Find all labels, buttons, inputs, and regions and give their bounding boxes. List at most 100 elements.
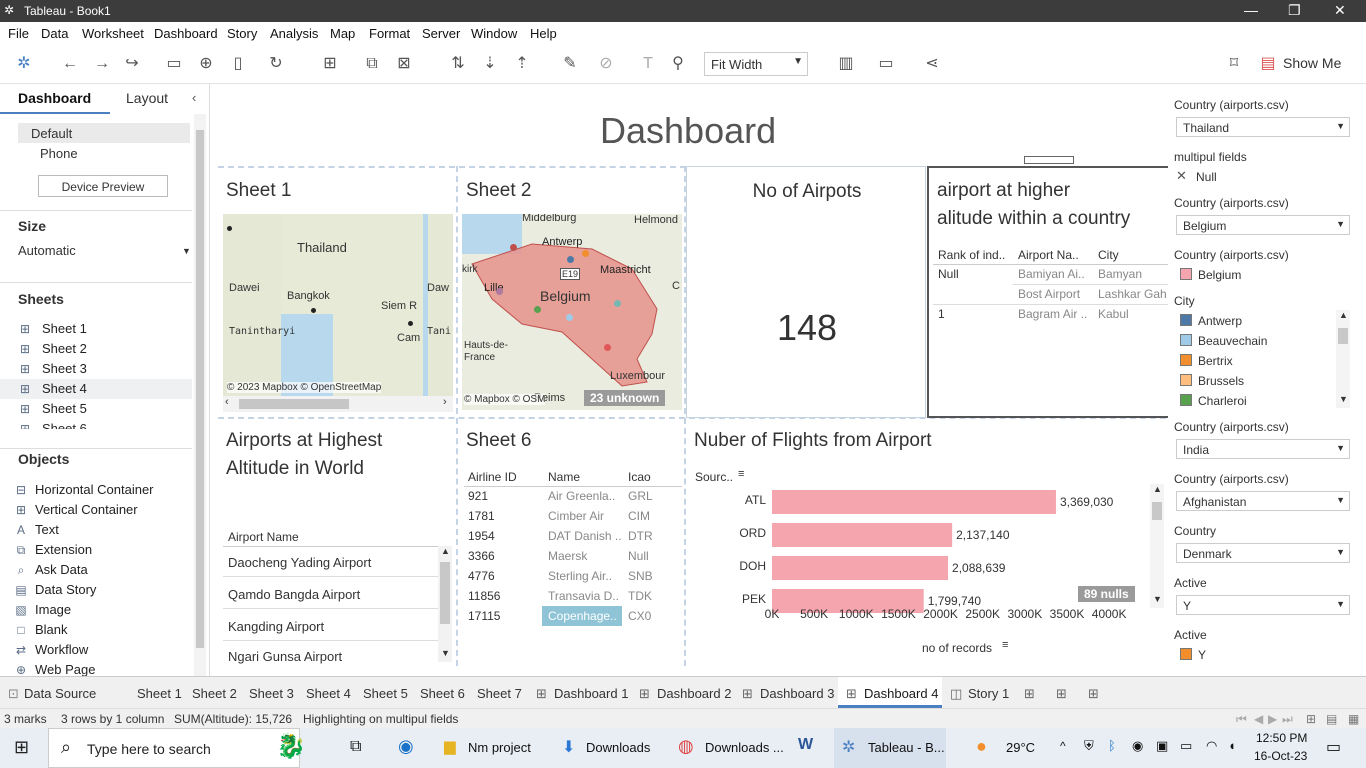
source-header[interactable]: Sourc..	[695, 470, 734, 484]
active-tab[interactable]	[838, 677, 942, 708]
new-worksheet-icon[interactable]: ⊞	[1024, 686, 1035, 701]
taskbar-search-box[interactable]: ⌕ Type here to search	[48, 728, 300, 768]
menu-format[interactable]: Format	[369, 26, 411, 41]
group-icon[interactable]: ⊘	[599, 55, 613, 72]
object-item[interactable]: Text	[35, 522, 59, 537]
filter-select[interactable]: Y ▼	[1176, 595, 1350, 615]
map-point[interactable]	[567, 256, 574, 263]
table-header[interactable]: Airport Name	[228, 530, 299, 544]
tab-story[interactable]: Story 1	[968, 686, 1010, 701]
tab-sheet[interactable]: Sheet 6	[420, 686, 465, 701]
object-item[interactable]: Web Page	[35, 662, 96, 677]
sheet-item[interactable]: Sheet 6	[42, 421, 87, 429]
bar[interactable]	[772, 556, 949, 580]
replay-icon[interactable]: ↪	[125, 55, 139, 72]
altitude-sheet[interactable]: airport at higher alitude within a count…	[927, 166, 1172, 418]
folder-icon[interactable]: ▆	[444, 738, 456, 755]
tab-sheet[interactable]: Sheet 3	[249, 686, 294, 701]
legend-swatch[interactable]	[1180, 334, 1192, 346]
nav-prev-icon[interactable]: ◀	[1254, 712, 1264, 726]
map-point[interactable]	[566, 314, 573, 321]
sheet2-map[interactable]: Middelburg Helmond Antwerp Maastricht Be…	[462, 214, 682, 410]
fit-width-select[interactable]: Fit Width ▼	[704, 52, 808, 76]
redo-icon[interactable]: →	[94, 55, 110, 72]
scroll-down-icon[interactable]: ▼	[1339, 394, 1348, 404]
legend-swatch[interactable]	[1180, 354, 1192, 366]
clock-time[interactable]: 12:50 PM	[1256, 731, 1308, 745]
device-phone[interactable]: Phone	[40, 146, 78, 161]
menu-worksheet[interactable]: Worksheet	[82, 26, 144, 41]
object-item[interactable]: Vertical Container	[35, 502, 138, 517]
scroll-up-icon[interactable]: ▲	[441, 546, 450, 556]
pause-updates-icon[interactable]: ▯	[233, 55, 243, 72]
menu-data[interactable]: Data	[41, 26, 69, 41]
taskbar-app[interactable]: Nm project	[468, 740, 531, 755]
table-header[interactable]: Icao	[628, 470, 651, 484]
map-point[interactable]	[582, 250, 589, 257]
table-header[interactable]: Name	[548, 470, 581, 484]
notifications-icon[interactable]: ▭	[1326, 739, 1342, 756]
scrollbar-thumb[interactable]	[239, 399, 349, 409]
filter-select[interactable]: Thailand ▼	[1176, 117, 1350, 137]
unknown-badge[interactable]: 23 unknown	[584, 390, 666, 406]
map-point[interactable]	[510, 244, 517, 251]
restore-icon[interactable]: ❐	[1288, 2, 1301, 18]
object-item[interactable]: Blank	[35, 622, 68, 637]
tab-layout[interactable]: Layout	[126, 90, 169, 106]
legend-swatch[interactable]	[1180, 374, 1192, 386]
nav-next-icon[interactable]: ▶	[1268, 712, 1278, 726]
sheet-item[interactable]: Sheet 4	[42, 381, 87, 396]
tab-dashboard[interactable]: Dashboard 3	[760, 686, 835, 701]
scroll-left-icon[interactable]: ‹	[225, 396, 229, 408]
weather-temp[interactable]: 29°C	[1006, 740, 1036, 755]
menu-analysis[interactable]: Analysis	[270, 26, 319, 41]
close-icon[interactable]: ✕	[1334, 2, 1346, 18]
nav-last-icon[interactable]: ⏭	[1282, 712, 1293, 726]
sheet-item[interactable]: Sheet 3	[42, 361, 87, 376]
legend-scrollbar[interactable]: ▲ ▼	[1336, 310, 1350, 408]
table-header[interactable]: City	[1098, 248, 1119, 262]
swap-icon[interactable]: ⇅	[451, 55, 465, 72]
refresh-icon[interactable]: ↻	[269, 55, 283, 72]
menu-file[interactable]: File	[8, 26, 29, 41]
bluetooth-icon[interactable]: ᛒ	[1108, 738, 1116, 753]
show-me-icon[interactable]: ▤	[1260, 55, 1276, 72]
active-taskbar-app[interactable]	[834, 728, 946, 768]
tab-data-source[interactable]: Data Source	[24, 686, 97, 701]
paint-icon[interactable]: ⌑	[1229, 55, 1239, 72]
legend-item[interactable]: Antwerp	[1198, 314, 1243, 328]
sort-icon[interactable]: ≡	[1002, 639, 1009, 651]
table-header[interactable]: Airport Na..	[1018, 248, 1079, 262]
filmstrip-icon[interactable]: ▤	[1326, 712, 1338, 726]
label-icon[interactable]: T	[643, 55, 653, 72]
legend-item[interactable]: Y	[1198, 648, 1207, 662]
edge-icon[interactable]: ◉	[398, 736, 414, 756]
sheet1-map[interactable]: Thailand Dawei Bangkok Siem R Taninthary…	[223, 214, 453, 396]
tab-sheet[interactable]: Sheet 1	[137, 686, 182, 701]
tab-sheet[interactable]: Sheet 7	[477, 686, 522, 701]
close-icon[interactable]: ✕	[1176, 168, 1187, 183]
map-h-scrollbar[interactable]: ‹ ›	[223, 396, 453, 412]
pin-icon[interactable]: ⚲	[672, 55, 684, 72]
clear-icon[interactable]: ⊠	[397, 55, 411, 72]
map-point[interactable]	[311, 308, 316, 313]
show-cards-icon[interactable]: ▥	[838, 55, 854, 72]
tableau-icon[interactable]: ✲	[842, 739, 856, 756]
scroll-down-icon[interactable]: ▼	[1153, 594, 1162, 604]
tab-dashboard[interactable]: Dashboard 1	[554, 686, 629, 701]
filter-select[interactable]: Denmark ▼	[1176, 543, 1350, 563]
map-point[interactable]	[408, 321, 413, 326]
legend-swatch[interactable]	[1180, 268, 1192, 280]
weather-icon[interactable]: ●	[976, 736, 987, 756]
scrollbar-thumb[interactable]	[1338, 328, 1348, 344]
legend-item[interactable]: Brussels	[1198, 374, 1245, 388]
tab-sheet[interactable]: Sheet 2	[192, 686, 237, 701]
tabs-view-icon[interactable]: ▦	[1348, 712, 1360, 726]
legend-item[interactable]: Charleroi	[1198, 394, 1247, 408]
size-select[interactable]: Automatic	[18, 243, 76, 258]
scrollbar-thumb[interactable]	[196, 130, 204, 648]
left-panel-scrollbar[interactable]	[194, 114, 206, 676]
new-dashboard-icon[interactable]: ⊞	[1056, 686, 1067, 701]
map-point[interactable]	[534, 306, 541, 313]
legend-item[interactable]: Beauvechain	[1198, 334, 1268, 348]
